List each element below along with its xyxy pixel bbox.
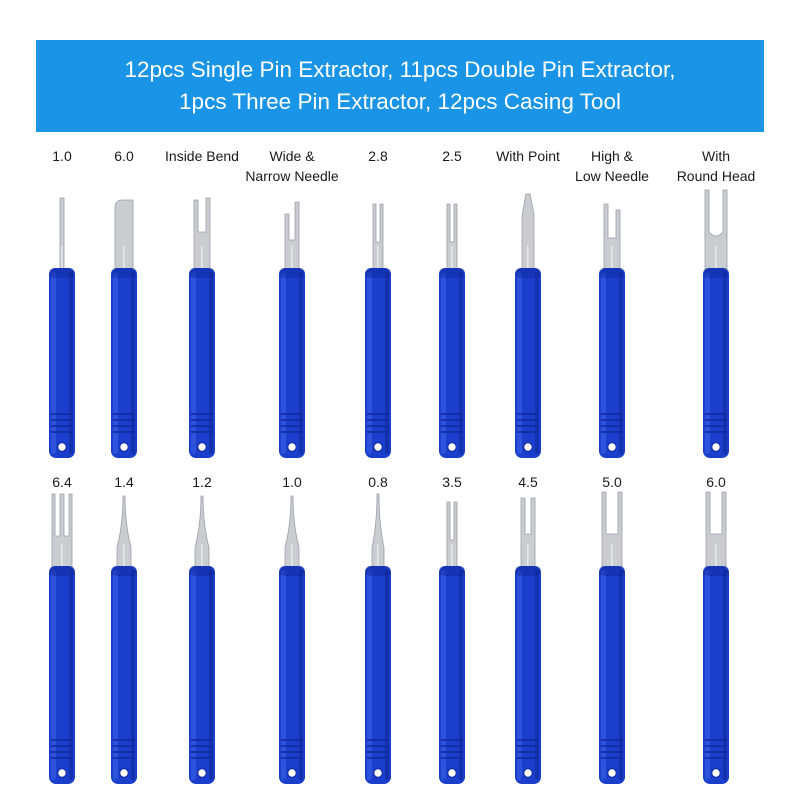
pin-extractor-image xyxy=(111,495,137,784)
extractor-tool: 1.2 xyxy=(147,466,257,796)
pin-extractor-image xyxy=(365,493,391,784)
pin-extractor-image xyxy=(515,497,541,784)
extractor-tool: 1.4 xyxy=(69,466,179,796)
tool-label-line: 6.0 xyxy=(706,474,726,490)
extractor-tool: 1.0 xyxy=(237,466,347,796)
extractor-tool: 5.0 xyxy=(557,466,667,796)
header-banner: 12pcs Single Pin Extractor, 11pcs Double… xyxy=(36,40,764,132)
extractor-tool: 6.0 xyxy=(661,466,771,796)
pin-extractor-image xyxy=(279,495,305,784)
pin-extractor-image xyxy=(365,203,391,458)
pin-extractor-image xyxy=(515,193,541,458)
extractor-tool: 2.8 xyxy=(323,140,433,470)
tool-label-line: 6.0 xyxy=(114,148,134,164)
extractor-tool: Wide & Narrow Needle xyxy=(237,140,347,470)
tool-label-line: 2.8 xyxy=(368,148,388,164)
tool-label: 6.0 xyxy=(69,146,179,166)
header-line-2: 1pcs Three Pin Extractor, 12pcs Casing T… xyxy=(179,89,621,114)
tool-label: With Round Head xyxy=(661,146,771,186)
pin-extractor-image xyxy=(49,197,75,458)
tool-label-line: With xyxy=(702,148,730,164)
extractor-tool: 6.0 xyxy=(69,140,179,470)
tool-label-line: Narrow Needle xyxy=(245,168,339,184)
pin-extractor-image xyxy=(439,501,465,784)
tool-label: Inside Bend xyxy=(147,146,257,166)
pin-extractor-image xyxy=(189,495,215,784)
tool-label-line: 2.5 xyxy=(442,148,462,164)
tool-label: High & Low Needle xyxy=(557,146,667,186)
tool-label: 4.5 xyxy=(473,472,583,492)
tool-label-line: 6.4 xyxy=(52,474,72,490)
extractor-tool: 2.5 xyxy=(397,140,507,470)
pin-extractor-image xyxy=(279,201,305,458)
pin-extractor-image xyxy=(599,491,625,784)
tool-label-line: With Point xyxy=(496,148,560,164)
tool-label-line: 0.8 xyxy=(368,474,388,490)
pin-extractor-image xyxy=(703,189,729,458)
pin-extractor-image xyxy=(439,203,465,458)
extractor-tool: 6.4 xyxy=(7,466,117,796)
extractor-tool: 3.5 xyxy=(397,466,507,796)
tool-label-line: Wide & xyxy=(269,148,315,164)
tool-label-line: 1.0 xyxy=(282,474,302,490)
tool-label: Wide & Narrow Needle xyxy=(237,146,347,186)
extractor-tool: 1.0 xyxy=(7,140,117,470)
extractor-tool: With Point xyxy=(473,140,583,470)
tool-label-line: 1.4 xyxy=(114,474,134,490)
tool-label: 2.8 xyxy=(323,146,433,166)
pin-extractor-image xyxy=(703,491,729,784)
tool-label: With Point xyxy=(473,146,583,166)
tool-label-line: High & xyxy=(590,148,634,164)
tool-label: 5.0 xyxy=(557,472,667,492)
tool-label-line: 4.5 xyxy=(518,474,538,490)
tool-label-line: 3.5 xyxy=(442,474,462,490)
extractor-tool: With Round Head xyxy=(661,140,771,470)
tool-label: 6.4 xyxy=(7,472,117,492)
tool-label-line: Round Head xyxy=(676,168,756,184)
tool-label: 6.0 xyxy=(661,472,771,492)
tool-row-bottom: 6.4 1.4 1.2 1.0 0.8 3.5 4.5 5.0 6.0 xyxy=(0,466,800,796)
pin-extractor-image xyxy=(111,199,137,458)
pin-extractor-image xyxy=(599,203,625,458)
tool-label: 1.0 xyxy=(7,146,117,166)
extractor-tool: 0.8 xyxy=(323,466,433,796)
tool-row-top: 1.0 6.0 Inside Bend Wide & Narrow Needle 2.8 2… xyxy=(0,140,800,470)
tool-label-line: 1.0 xyxy=(52,148,72,164)
extractor-tool: 4.5 xyxy=(473,466,583,796)
tool-label: 1.2 xyxy=(147,472,257,492)
tool-label: 1.4 xyxy=(69,472,179,492)
tool-label: 2.5 xyxy=(397,146,507,166)
extractor-tool: High & Low Needle xyxy=(557,140,667,470)
tool-label-line: 5.0 xyxy=(602,474,622,490)
tool-label: 1.0 xyxy=(237,472,347,492)
header-line-1: 12pcs Single Pin Extractor, 11pcs Double… xyxy=(124,57,676,82)
tool-label-line: 1.2 xyxy=(192,474,212,490)
tool-label: 0.8 xyxy=(323,472,433,492)
pin-extractor-image xyxy=(49,493,75,784)
tool-label-line: Low Needle xyxy=(575,168,649,184)
extractor-tool: Inside Bend xyxy=(147,140,257,470)
tool-label: 3.5 xyxy=(397,472,507,492)
pin-extractor-image xyxy=(189,197,215,458)
tool-label-line: Inside Bend xyxy=(165,148,239,164)
